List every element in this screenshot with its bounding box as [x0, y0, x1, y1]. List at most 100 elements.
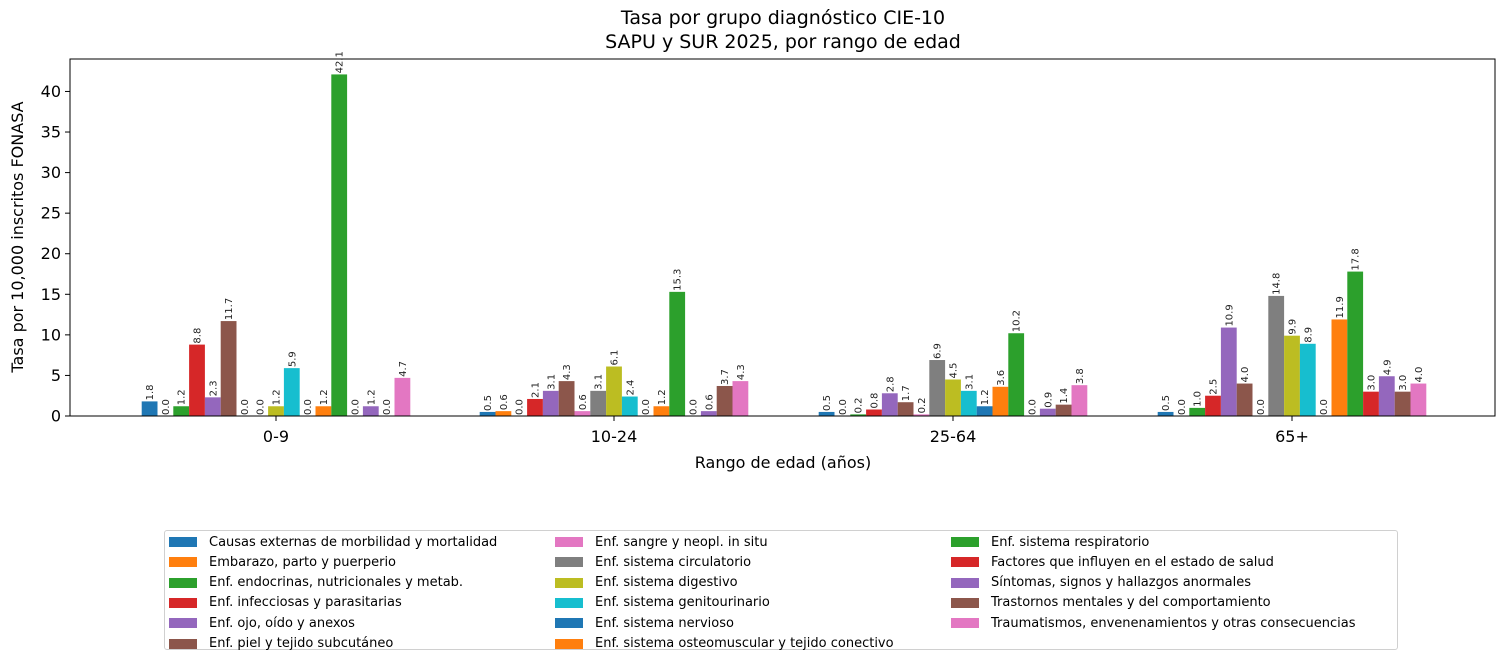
bar: [527, 398, 543, 416]
bar-value-label: 15.3: [673, 269, 684, 291]
bar-value-label: 3.0: [1398, 375, 1409, 391]
bar: [1157, 411, 1174, 416]
legend-item: Enf. piel y tejido subcutáneo: [169, 635, 393, 653]
legend-label: Síntomas, signos y hallazgos anormales: [991, 575, 1251, 591]
bar-value-label: 11.9: [1335, 296, 1346, 318]
legend-label: Enf. sistema respiratorio: [991, 534, 1150, 550]
legend-label: Enf. piel y tejido subcutáneo: [209, 636, 394, 651]
bar: [1268, 295, 1285, 416]
bar-value-label: 4.0: [1240, 367, 1251, 383]
bar-value-label: 17.8: [1351, 248, 1362, 270]
legend-item: Enf. infecciosas y parasitarias: [169, 594, 402, 612]
bar-value-label: 1.4: [1059, 388, 1070, 404]
bar-value-label: 4.9: [1382, 359, 1393, 375]
y-tick-label: 30: [41, 163, 61, 182]
legend-item: Enf. ojo, oído y anexos: [169, 614, 355, 632]
legend-label: Traumatismos, envenenamientos y otras co…: [991, 615, 1356, 631]
bar: [204, 397, 221, 416]
bar-value-label: 1.7: [901, 385, 912, 401]
legend-swatch: [555, 537, 583, 547]
bar-value-label: 0.0: [1028, 399, 1039, 415]
legend-swatch: [555, 597, 583, 608]
legend-swatch: [951, 618, 979, 629]
legend-swatch: [951, 537, 979, 547]
bar: [1071, 385, 1088, 416]
bar: [1347, 271, 1364, 416]
legend-label: Enf. sistema digestivo: [595, 575, 738, 591]
legend-label: Enf. sistema genitourinario: [595, 595, 770, 611]
bar-value-label: 0.0: [1319, 399, 1330, 415]
legend-item: Enf. sistema circulatorio: [555, 553, 751, 571]
bar: [716, 385, 733, 416]
bar-value-label: 0.0: [1256, 399, 1267, 415]
bar-value-label: 1.0: [1193, 391, 1204, 407]
bar: [1299, 343, 1316, 416]
bar: [913, 414, 930, 416]
bar: [1055, 404, 1072, 416]
bar-value-label: 0.6: [499, 394, 510, 410]
bar-value-label: 8.8: [193, 328, 204, 344]
bar-value-label: 9.9: [1288, 319, 1299, 335]
legend-item: Enf. sistema osteomuscular y tejido cone…: [555, 635, 894, 653]
legend-label: Causas externas de morbilidad y mortalid…: [209, 534, 498, 550]
legend-swatch: [169, 597, 197, 608]
bar: [621, 396, 638, 416]
bar-value-label: 3.1: [594, 374, 605, 390]
legend-swatch: [169, 618, 197, 629]
bar-value-label: 0.9: [1043, 392, 1054, 408]
y-axis-label: Tasa por 10,000 inscritos FONASA: [8, 101, 27, 373]
legend-item: Traumatismos, envenenamientos y otras co…: [951, 614, 1356, 632]
bar: [1205, 395, 1221, 416]
bar: [1284, 335, 1300, 416]
legend-label: Embarazo, parto y puerperio: [209, 554, 397, 570]
bar: [362, 406, 379, 416]
bar: [897, 402, 914, 416]
bar-value-label: 4.0: [1414, 367, 1425, 383]
bar: [850, 414, 867, 416]
bar-value-label: 0.6: [704, 394, 715, 410]
bar-value-label: 0.0: [382, 399, 393, 415]
bar-value-label: 3.1: [964, 374, 975, 390]
legend-swatch: [169, 638, 197, 649]
bar-value-label: 3.0: [1367, 375, 1378, 391]
legend-swatch: [169, 557, 197, 568]
bar-value-label: 8.9: [1303, 327, 1314, 343]
bar: [574, 411, 591, 416]
bar: [929, 360, 946, 416]
chart-title: Tasa por grupo diagnóstico CIE-10: [620, 7, 945, 29]
legend-item: Enf. sistema digestivo: [555, 574, 738, 592]
bar-value-label: 2.4: [625, 380, 636, 396]
y-axis: 0 5 10 15 20 25 30 35 40: [41, 82, 70, 426]
bar-value-label: 1.2: [980, 389, 991, 405]
bar-value-label: 0.0: [689, 399, 700, 415]
legend-item: Enf. sistema genitourinario: [555, 594, 770, 612]
bar-value-label: 14.8: [1272, 273, 1283, 295]
legend-item: Factores que influyen en el estado de sa…: [951, 553, 1274, 571]
bar-value-label: 10.9: [1224, 304, 1235, 326]
chart-canvas: Tasa por grupo diagnóstico CIE-10 SAPU y…: [8, 7, 1496, 472]
bar: [394, 377, 411, 416]
plot-frame: [69, 58, 1496, 417]
bar-value-label: 0.5: [483, 395, 494, 411]
bar-value-label: 1.2: [319, 389, 330, 405]
bar-value-label: 0.0: [161, 399, 172, 415]
chart-subtitle: SAPU y SUR 2025, por rango de edad: [605, 31, 961, 53]
legend-item: Embarazo, parto y puerperio: [169, 553, 396, 571]
bar-value-label: 0.0: [256, 399, 267, 415]
bar: [1331, 319, 1348, 416]
x-tick-label: 25-64: [930, 427, 977, 446]
legend-item: Enf. endocrinas, nutricionales y metab.: [169, 574, 463, 592]
legend-item: Causas externas de morbilidad y mortalid…: [169, 533, 497, 551]
y-tick-label: 0: [51, 407, 61, 426]
chart-legend: Causas externas de morbilidad y mortalid…: [164, 530, 1398, 653]
y-tick-label: 10: [41, 325, 61, 344]
y-tick-label: 20: [41, 244, 61, 263]
legend-label: Enf. sangre y neopl. in situ: [595, 534, 768, 550]
bar: [283, 368, 300, 416]
bar-value-label: 2.8: [885, 376, 896, 392]
bar: [1189, 407, 1206, 416]
bar-value-label: 0.2: [854, 397, 865, 413]
bar: [1220, 327, 1237, 416]
bar-value-label: 3.6: [996, 370, 1007, 386]
bar: [1039, 408, 1056, 416]
